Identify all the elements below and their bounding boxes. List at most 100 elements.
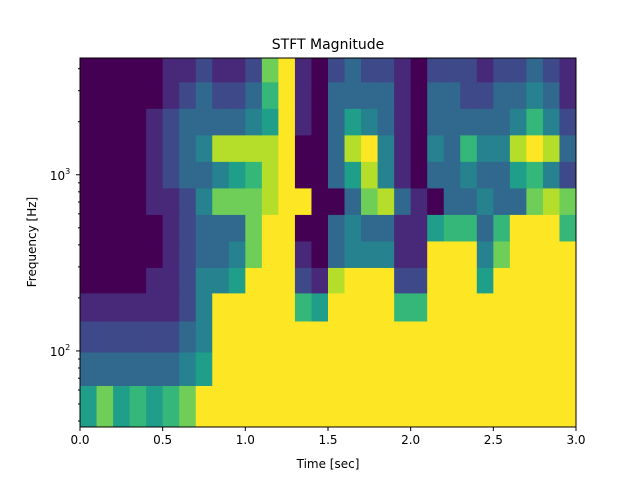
heatmap-cell: [377, 321, 395, 353]
heatmap-cell: [344, 82, 362, 110]
heatmap-cell: [96, 58, 114, 83]
heatmap-cell: [179, 385, 197, 428]
heatmap-cell: [460, 267, 478, 294]
heatmap-cell: [361, 161, 379, 189]
heatmap-cell: [179, 135, 197, 163]
heatmap-cell: [542, 58, 560, 83]
heatmap-cell: [361, 108, 379, 136]
heatmap-cell: [80, 293, 98, 322]
heatmap-cell: [526, 352, 544, 387]
heatmap-cell: [294, 108, 312, 136]
heatmap-cell: [212, 385, 230, 428]
heatmap-cell: [493, 385, 511, 428]
heatmap-cell: [146, 385, 164, 428]
heatmap-cell: [460, 385, 478, 428]
heatmap-cell: [460, 321, 478, 353]
heatmap-cell: [245, 241, 263, 269]
heatmap-cell: [427, 241, 445, 269]
heatmap-cell: [344, 241, 362, 269]
heatmap-cell: [509, 108, 527, 136]
heatmap-cell: [410, 214, 428, 242]
heatmap-cell: [443, 188, 461, 216]
heatmap-cell: [542, 293, 560, 322]
heatmap-cell: [195, 188, 213, 216]
heatmap-cell: [146, 188, 164, 216]
heatmap-cell: [476, 214, 494, 242]
heatmap-cell: [394, 293, 412, 322]
heatmap-cell: [179, 293, 197, 322]
heatmap-cell: [377, 267, 395, 294]
heatmap-cell: [195, 58, 213, 83]
heatmap-cell: [559, 188, 577, 216]
heatmap-cell: [394, 321, 412, 353]
heatmap-cell: [162, 385, 180, 428]
heatmap-cell: [113, 321, 131, 353]
heatmap-cell: [361, 293, 379, 322]
heatmap-cell: [394, 82, 412, 110]
heatmap-cell: [96, 161, 114, 189]
heatmap-cell: [476, 161, 494, 189]
heatmap-cell: [526, 135, 544, 163]
heatmap-cell: [476, 82, 494, 110]
heatmap-cell: [162, 108, 180, 136]
heatmap-cell: [113, 82, 131, 110]
heatmap-cell: [526, 385, 544, 428]
heatmap-cell: [328, 135, 346, 163]
heatmap-cell: [261, 293, 279, 322]
heatmap-cell: [245, 58, 263, 83]
y-tick-label: 103: [50, 167, 70, 183]
heatmap-cell: [493, 188, 511, 216]
heatmap-cell: [228, 352, 246, 387]
heatmap-cell: [228, 188, 246, 216]
heatmap-cell: [410, 161, 428, 189]
heatmap-cell: [129, 135, 147, 163]
heatmap-cell: [113, 267, 131, 294]
heatmap-cell: [377, 385, 395, 428]
heatmap-cell: [146, 135, 164, 163]
heatmap-cell: [129, 293, 147, 322]
heatmap-cell: [410, 385, 428, 428]
heatmap-cell: [228, 135, 246, 163]
heatmap-cell: [394, 58, 412, 83]
heatmap-cell: [195, 241, 213, 269]
heatmap-cell: [443, 58, 461, 83]
heatmap-cell: [443, 321, 461, 353]
heatmap-cell: [245, 385, 263, 428]
heatmap-cell: [377, 135, 395, 163]
heatmap-cell: [526, 214, 544, 242]
x-axis-label: Time [sec]: [296, 457, 360, 471]
heatmap-cell: [162, 352, 180, 387]
heatmap-cell: [245, 214, 263, 242]
heatmap-cell: [278, 108, 296, 136]
heatmap-cell: [361, 214, 379, 242]
heatmap-cell: [294, 321, 312, 353]
heatmap-cell: [96, 293, 114, 322]
heatmap-cell: [278, 385, 296, 428]
heatmap-cell: [328, 352, 346, 387]
heatmap-cell: [361, 321, 379, 353]
heatmap-cell: [294, 385, 312, 428]
heatmap-cell: [195, 82, 213, 110]
heatmap-cell: [410, 188, 428, 216]
heatmap-cell: [493, 241, 511, 269]
heatmap-cell: [278, 352, 296, 387]
heatmap-cell: [394, 214, 412, 242]
heatmap-cell: [344, 267, 362, 294]
heatmap-cell: [212, 108, 230, 136]
heatmap-cell: [162, 188, 180, 216]
heatmap-cell: [443, 267, 461, 294]
heatmap-cell: [195, 385, 213, 428]
heatmap-cell: [410, 267, 428, 294]
heatmap-cell: [460, 82, 478, 110]
heatmap-cell: [96, 108, 114, 136]
heatmap-cell: [146, 82, 164, 110]
x-tick-label: 3.0: [566, 433, 585, 447]
heatmap-cell: [261, 161, 279, 189]
heatmap-cell: [559, 321, 577, 353]
heatmap-cell: [377, 293, 395, 322]
heatmap-cell: [212, 214, 230, 242]
heatmap-cell: [377, 188, 395, 216]
heatmap-cell: [80, 82, 98, 110]
heatmap-cell: [410, 82, 428, 110]
heatmap-cell: [228, 58, 246, 83]
